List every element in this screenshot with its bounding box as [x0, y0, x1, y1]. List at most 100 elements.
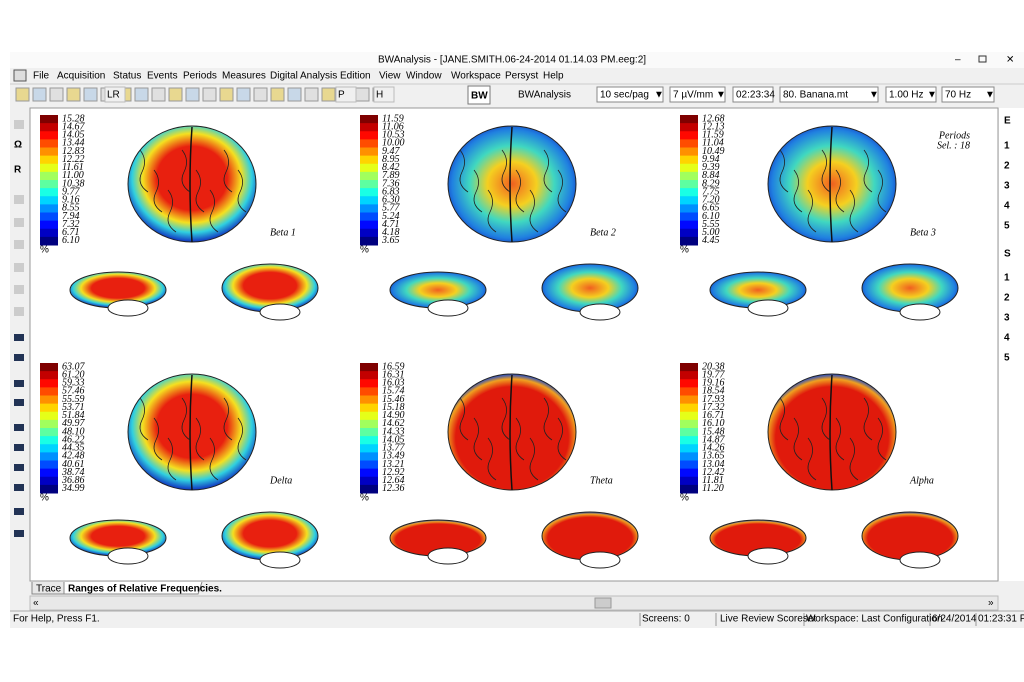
scale-label: 9.16 — [62, 195, 80, 206]
tool-label[interactable]: P — [338, 90, 345, 101]
dropdown-value[interactable]: 02:23:34 — [736, 90, 775, 101]
tool-button[interactable] — [104, 86, 126, 103]
dropdown[interactable] — [779, 86, 879, 103]
tool-button[interactable] — [304, 87, 319, 102]
dropdown[interactable] — [941, 86, 995, 103]
side-s-item[interactable]: 2 — [1004, 293, 1010, 304]
left-tool-icon[interactable] — [14, 285, 24, 294]
side-s-item[interactable]: 5 — [1004, 353, 1010, 364]
side-s-item[interactable]: 4 — [1004, 333, 1010, 344]
menu-item[interactable]: Edition — [340, 71, 371, 82]
tool-button[interactable] — [185, 87, 200, 102]
side-e-item[interactable]: 5 — [1004, 221, 1010, 232]
tab-label[interactable]: Ranges of Relative Frequencies. — [68, 584, 222, 595]
tool-button[interactable] — [202, 87, 217, 102]
dropdown-arrow[interactable]: ▼ — [927, 90, 937, 101]
left-tool-icon[interactable] — [14, 354, 24, 361]
side-s-item[interactable]: 1 — [1004, 273, 1010, 284]
menu-item[interactable]: File — [33, 71, 50, 82]
tool-button[interactable] — [236, 87, 251, 102]
scroll-left[interactable]: « — [33, 598, 39, 609]
dropdown-arrow[interactable]: ▼ — [869, 90, 879, 101]
menu-item[interactable]: Window — [406, 71, 442, 82]
brand[interactable]: BW — [471, 91, 488, 102]
side-e[interactable]: E — [1004, 116, 1011, 127]
left-tool-icon[interactable] — [14, 508, 24, 515]
left-tool[interactable]: Ω — [14, 140, 22, 151]
menu-item[interactable]: Digital Analysis — [270, 71, 337, 82]
side-s[interactable]: S — [1004, 249, 1011, 260]
dropdown-arrow[interactable]: ▼ — [654, 90, 664, 101]
scale-label: 12.36 — [382, 483, 405, 494]
menu-item[interactable]: View — [379, 71, 401, 82]
brand-box[interactable] — [467, 85, 491, 105]
left-tool-icon[interactable] — [14, 424, 24, 431]
h-scrollbar[interactable] — [29, 595, 999, 611]
left-tool-icon[interactable] — [14, 380, 24, 387]
tool-button[interactable] — [355, 87, 370, 102]
left-tool-icon[interactable] — [14, 307, 24, 316]
left-tool-icon[interactable] — [14, 218, 24, 227]
left-tool[interactable]: R — [14, 165, 22, 176]
tool-button[interactable] — [134, 87, 149, 102]
menu-item[interactable]: Acquisition — [57, 71, 105, 82]
tool-button[interactable] — [373, 86, 395, 103]
dropdown-value[interactable]: 80. Banana.mt — [783, 90, 848, 101]
menu-item[interactable]: Measures — [222, 71, 266, 82]
dropdown-arrow[interactable]: ▼ — [716, 90, 726, 101]
menu-item[interactable]: Status — [113, 71, 141, 82]
left-tool-icon[interactable] — [14, 399, 24, 406]
scroll-right[interactable]: » — [988, 598, 994, 609]
side-e-item[interactable]: 1 — [1004, 141, 1010, 152]
close[interactable]: ✕ — [1006, 55, 1014, 66]
menu-item[interactable]: Events — [147, 71, 178, 82]
left-tool-icon[interactable] — [14, 120, 24, 129]
tool-label[interactable]: H — [376, 90, 383, 101]
dropdown[interactable] — [732, 86, 774, 103]
scroll-thumb[interactable] — [594, 597, 612, 609]
tool-button[interactable] — [335, 86, 357, 103]
dropdown[interactable] — [885, 86, 937, 103]
left-tool-icon[interactable] — [14, 263, 24, 272]
left-tool-icon[interactable] — [14, 530, 24, 537]
tool-button[interactable] — [321, 87, 336, 102]
tool-button[interactable] — [15, 87, 30, 102]
tool-button[interactable] — [83, 87, 98, 102]
tool-button[interactable] — [66, 87, 81, 102]
left-tool-icon[interactable] — [14, 464, 24, 471]
tool-button[interactable] — [270, 87, 285, 102]
side-e-item[interactable]: 4 — [1004, 201, 1010, 212]
menu-item[interactable]: Help — [543, 71, 564, 82]
tool-label[interactable]: LR — [107, 90, 120, 101]
left-tool-icon[interactable] — [14, 240, 24, 249]
menu-item[interactable]: Periods — [183, 71, 217, 82]
dropdown-value[interactable]: 70 Hz — [945, 90, 971, 101]
tab-label[interactable]: Trace — [36, 584, 62, 595]
menu-icon[interactable] — [13, 69, 27, 82]
tool-button[interactable] — [151, 87, 166, 102]
tab[interactable] — [63, 581, 203, 595]
left-tool-icon[interactable] — [14, 484, 24, 491]
tool-button[interactable] — [32, 87, 47, 102]
dropdown-arrow[interactable]: ▼ — [985, 90, 995, 101]
menu-item[interactable]: Persyst — [505, 71, 539, 82]
dropdown[interactable] — [669, 86, 726, 103]
tool-button[interactable] — [287, 87, 302, 102]
dropdown-value[interactable]: 7 µV/mm — [673, 90, 713, 101]
left-tool-icon[interactable] — [14, 444, 24, 451]
minimize[interactable]: – — [955, 55, 961, 66]
tool-button[interactable] — [253, 87, 268, 102]
restore[interactable] — [978, 55, 987, 63]
side-e-item[interactable]: 3 — [1004, 181, 1010, 192]
menu-item[interactable]: Workspace — [451, 71, 501, 82]
dropdown-value[interactable]: 1.00 Hz — [889, 90, 923, 101]
left-tool-icon[interactable] — [14, 334, 24, 341]
tool-button[interactable] — [168, 87, 183, 102]
dropdown-value[interactable]: 10 sec/pag — [600, 90, 649, 101]
tool-button[interactable] — [49, 87, 64, 102]
tool-button[interactable] — [219, 87, 234, 102]
dropdown[interactable] — [596, 86, 664, 103]
side-s-item[interactable]: 3 — [1004, 313, 1010, 324]
left-tool-icon[interactable] — [14, 195, 24, 204]
side-e-item[interactable]: 2 — [1004, 161, 1010, 172]
